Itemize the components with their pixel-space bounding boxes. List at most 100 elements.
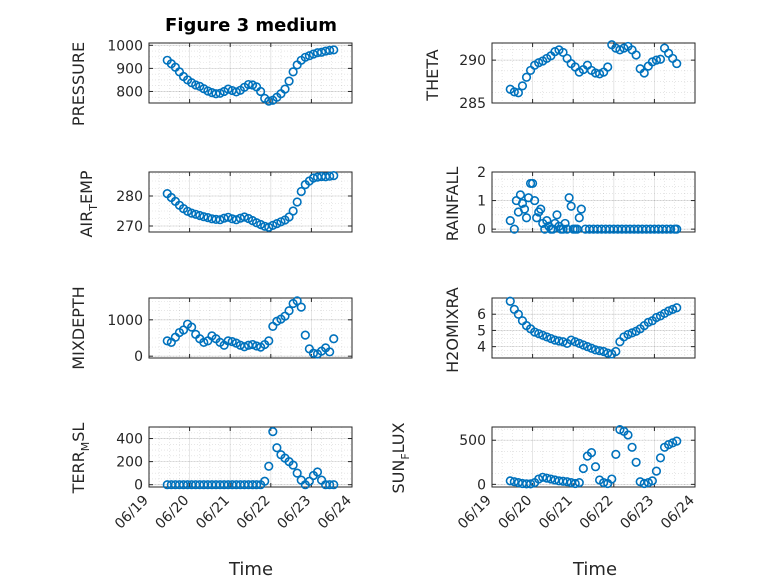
data-point (552, 210, 562, 220)
data-point (515, 190, 526, 200)
y-tick-label: 285 (459, 96, 486, 112)
y-tick-label: 1 (477, 194, 486, 210)
data-point (590, 462, 601, 472)
data-point (647, 476, 657, 486)
x-axis-label-right: Time (572, 559, 617, 580)
data-point (272, 443, 282, 453)
data-point (554, 336, 564, 346)
data-point (329, 334, 339, 344)
subplot-h2omixra: H2OMIXRA 456 (443, 287, 696, 373)
subplot-theta: THETA 285 290 (423, 40, 696, 112)
data-point (251, 480, 262, 490)
data-point (505, 296, 515, 306)
data-point (534, 329, 544, 339)
x-tick-label: 06/21 (193, 493, 233, 533)
data-point (538, 472, 548, 482)
data-point (288, 67, 298, 77)
data-point (288, 206, 298, 216)
data-point (623, 329, 633, 340)
data-point (211, 89, 221, 99)
data-point (562, 477, 572, 487)
data-point (517, 198, 528, 209)
data-point (651, 312, 662, 323)
data-point (316, 47, 327, 57)
data-point (308, 348, 319, 358)
data-point (631, 50, 641, 60)
data-point (586, 447, 597, 458)
data-point (542, 332, 552, 342)
data-point (280, 84, 290, 94)
data-point (574, 477, 584, 488)
data-point (162, 336, 172, 346)
data-point (599, 346, 609, 357)
data-point (304, 51, 314, 61)
data-point (611, 449, 621, 459)
y-tick-label: 270 (116, 219, 143, 235)
subplot-terr-msl: TERRMSL 0 200 400 06/19 06/20 06/21 06/22 06/23… (69, 423, 355, 533)
data-point (513, 88, 523, 98)
data-point (550, 335, 560, 345)
x-tick-label: 06/22 (577, 493, 617, 533)
data-point (599, 477, 609, 488)
data-point (607, 474, 617, 484)
x-tick-label: 06/22 (234, 493, 274, 533)
data-point (329, 171, 339, 181)
data-point (631, 457, 641, 467)
data-point (521, 72, 532, 82)
data-point (231, 215, 241, 225)
data-point (530, 327, 540, 337)
data-point (527, 178, 538, 189)
x-tick-label: 06/24 (658, 492, 698, 532)
y-tick-label: 290 (459, 53, 486, 69)
data-point (655, 453, 666, 463)
data-point (574, 213, 584, 223)
data-point (578, 340, 588, 350)
data-point (560, 218, 570, 229)
x-tick-label: 06/20 (153, 493, 193, 533)
data-point (247, 339, 258, 350)
data-point (576, 204, 586, 214)
data-point (231, 87, 241, 97)
data-point (639, 68, 649, 78)
y-tick-label: 200 (116, 455, 143, 471)
data-point (627, 328, 637, 338)
y-tick-label: 4 (477, 340, 486, 356)
data-point (651, 55, 662, 65)
data-point (574, 338, 584, 349)
data-point (570, 478, 580, 489)
data-point (191, 80, 201, 90)
data-point (312, 467, 323, 477)
data-point (666, 224, 676, 234)
data-point (672, 58, 682, 69)
data-point (325, 347, 335, 357)
data-point (566, 335, 576, 345)
data-point (300, 330, 310, 340)
data-point (521, 213, 532, 223)
data-point (536, 204, 546, 214)
data-point (505, 476, 515, 486)
y-axis-label-terr-msl: TERRMSL (69, 423, 92, 495)
y-tick-label: 6 (477, 307, 486, 323)
data-point (509, 477, 519, 487)
x-tick-label: 06/21 (536, 493, 576, 533)
data-point (300, 52, 310, 62)
data-point (513, 309, 523, 319)
y-axis-label-pressure: PRESSURE (69, 42, 88, 126)
data-point (672, 224, 682, 234)
data-point (264, 461, 274, 471)
data-point (566, 201, 576, 211)
data-point (296, 302, 306, 312)
y-tick-label: 2 (477, 165, 486, 181)
data-point (590, 345, 601, 355)
data-point (611, 346, 621, 357)
data-point (570, 337, 580, 347)
data-point (668, 304, 678, 314)
y-axis-label-theta: THETA (423, 49, 442, 101)
data-point (505, 215, 515, 226)
y-axis-label-sun-flux: SUNFLUX (389, 422, 412, 493)
x-tick-label: 06/23 (274, 493, 314, 533)
data-point (203, 86, 213, 96)
data-point (284, 76, 294, 86)
subplot-pressure: PRESSURE 800 900 1000 (69, 38, 353, 126)
